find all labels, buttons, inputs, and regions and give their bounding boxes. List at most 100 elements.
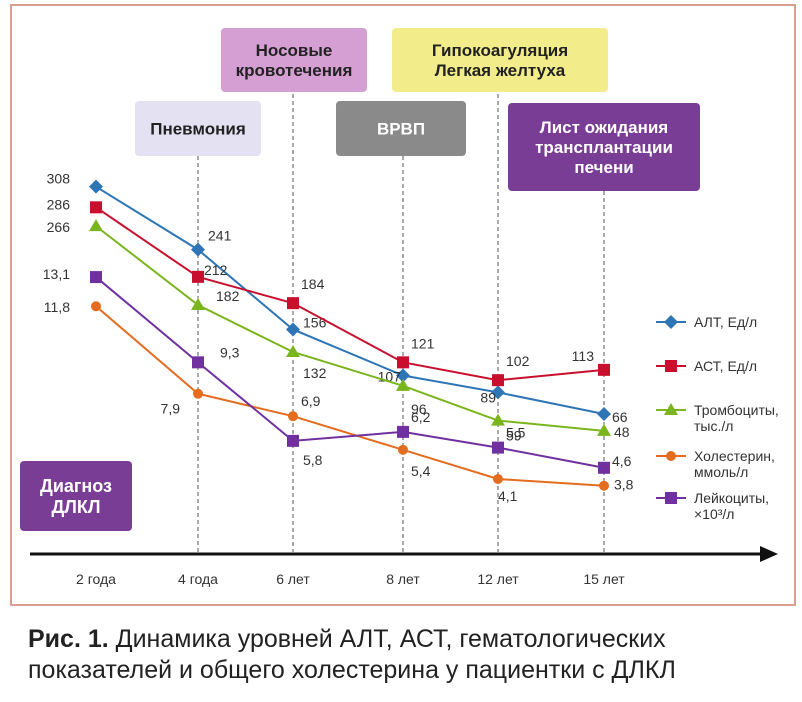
data-point-marker bbox=[396, 378, 410, 391]
x-axis-arrow bbox=[760, 546, 778, 562]
data-point-marker bbox=[192, 270, 204, 283]
data-point-marker bbox=[286, 322, 300, 337]
data-point-marker bbox=[192, 356, 204, 369]
data-label: 48 bbox=[614, 424, 630, 440]
event-label: Диагноз bbox=[40, 476, 112, 496]
data-point-marker bbox=[91, 301, 101, 312]
series-line bbox=[95, 276, 605, 469]
data-label: 308 bbox=[47, 171, 71, 187]
data-label: 132 bbox=[303, 365, 327, 381]
figure-caption: Рис. 1. Динамика уровней АЛТ, АСТ, гемат… bbox=[28, 624, 788, 686]
x-tick-label: 8 лет bbox=[386, 571, 420, 587]
legend-label: Лейкоциты, bbox=[694, 490, 769, 506]
event-box bbox=[392, 28, 608, 92]
legend-label: Холестерин, bbox=[694, 448, 775, 464]
data-label: 3,8 bbox=[614, 477, 634, 493]
data-point-marker bbox=[89, 179, 103, 194]
event-box bbox=[135, 101, 261, 156]
data-label: 182 bbox=[216, 288, 240, 304]
data-point-marker bbox=[193, 388, 203, 399]
data-label: 184 bbox=[301, 276, 325, 292]
data-label: 96 bbox=[411, 401, 427, 417]
data-point-marker bbox=[664, 315, 678, 329]
chart-frame: 2 года 4 года 6 лет 8 лет 12 лет 15 лет Пневмо… bbox=[10, 4, 796, 606]
event-box bbox=[508, 103, 700, 191]
data-point-marker bbox=[287, 434, 299, 447]
data-label: 286 bbox=[47, 196, 71, 212]
data-point-marker bbox=[89, 219, 103, 232]
event-label: Лист ожидания bbox=[540, 118, 668, 137]
data-label: 113 bbox=[572, 348, 595, 364]
data-point-marker bbox=[598, 363, 610, 376]
data-point-marker bbox=[665, 360, 677, 372]
line-chart: 2 года 4 года 6 лет 8 лет 12 лет 15 лет Пневмо… bbox=[20, 28, 779, 587]
data-point-marker bbox=[191, 242, 205, 257]
event-label: Пневмония bbox=[150, 120, 246, 139]
caption-label: Рис. 1. bbox=[28, 625, 109, 653]
event-label: ВРВП bbox=[377, 120, 425, 139]
data-point-marker bbox=[492, 374, 504, 387]
event-box bbox=[221, 28, 367, 92]
data-point-marker bbox=[396, 368, 410, 383]
data-point-marker bbox=[491, 385, 505, 400]
series-line bbox=[95, 185, 605, 415]
legend-label: Тромбоциты, bbox=[694, 402, 779, 418]
data-label: 5,5 bbox=[506, 425, 526, 441]
event-label: ДЛКЛ bbox=[51, 497, 100, 517]
data-point-marker bbox=[598, 461, 610, 474]
data-point-marker bbox=[492, 441, 504, 454]
data-point-marker bbox=[191, 298, 205, 311]
data-point-marker bbox=[397, 425, 409, 438]
data-point-marker bbox=[398, 444, 408, 455]
x-tick-label: 4 года bbox=[178, 571, 218, 587]
legend-label: тыс./л bbox=[694, 418, 733, 434]
data-label: 266 bbox=[47, 219, 71, 235]
data-point-marker bbox=[90, 271, 102, 284]
event-box bbox=[336, 101, 466, 156]
data-label: 241 bbox=[208, 228, 232, 244]
event-label: Легкая желтуха bbox=[435, 61, 566, 80]
data-label: 212 bbox=[204, 262, 228, 278]
data-label: 5,8 bbox=[303, 452, 323, 468]
data-point-marker bbox=[664, 403, 678, 415]
data-point-marker bbox=[599, 480, 609, 491]
data-label: 156 bbox=[303, 314, 327, 330]
data-label: 59 bbox=[506, 428, 522, 444]
data-label: 13,1 bbox=[43, 266, 70, 282]
series-line bbox=[95, 225, 605, 432]
x-tick-label: 12 лет bbox=[477, 571, 519, 587]
legend-label: ммоль/л bbox=[694, 464, 748, 480]
data-point-marker bbox=[493, 474, 503, 485]
data-point-marker bbox=[288, 411, 298, 422]
event-label: печени bbox=[574, 158, 633, 177]
data-label: 121 bbox=[411, 335, 435, 351]
data-point-marker bbox=[597, 423, 611, 436]
legend-label: ×10³/л bbox=[694, 506, 734, 522]
event-label: трансплантации bbox=[535, 138, 673, 157]
legend-label: АСТ, Ед/л bbox=[694, 358, 757, 374]
x-tick-label: 6 лет bbox=[276, 571, 310, 587]
data-label: 9,3 bbox=[220, 344, 240, 360]
data-label: 4,1 bbox=[498, 488, 518, 504]
x-tick-label: 15 лет bbox=[583, 571, 625, 587]
data-label: 11,8 bbox=[44, 299, 70, 315]
data-label: 5,4 bbox=[411, 463, 431, 479]
data-point-marker bbox=[287, 297, 299, 310]
data-label: 102 bbox=[506, 353, 530, 369]
series-line bbox=[95, 206, 605, 382]
data-point-marker bbox=[397, 356, 409, 369]
data-point-marker bbox=[90, 201, 102, 214]
data-label: 4,6 bbox=[612, 453, 632, 469]
event-label: Носовые bbox=[256, 41, 333, 60]
caption-text: Динамика уровней АЛТ, АСТ, гематологичес… bbox=[28, 625, 676, 684]
data-point-marker bbox=[666, 451, 676, 461]
legend-label: АЛТ, Ед/л bbox=[694, 314, 757, 330]
event-label: кровотечения bbox=[236, 61, 353, 80]
series-line bbox=[95, 305, 605, 487]
data-label: 7,9 bbox=[161, 401, 181, 417]
event-box bbox=[20, 461, 132, 531]
data-point-marker bbox=[597, 407, 611, 421]
data-label: 66 bbox=[612, 409, 628, 425]
data-label: 6,9 bbox=[301, 393, 321, 409]
data-label: 89 bbox=[480, 389, 496, 405]
